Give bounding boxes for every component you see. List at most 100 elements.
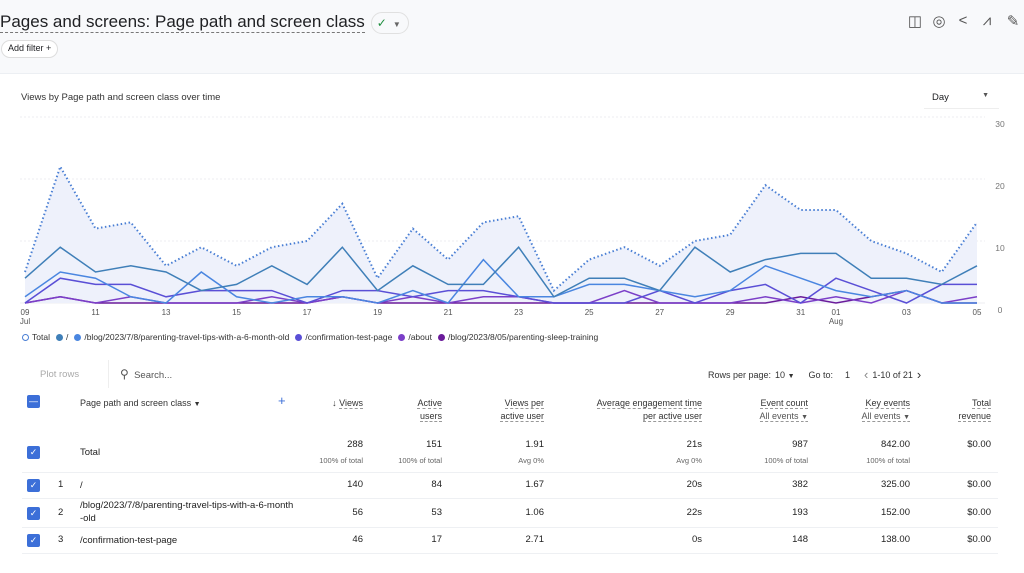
legend-item[interactable]: /blog/2023/8/05/parenting-sleep-training xyxy=(437,332,599,342)
go-to-input[interactable]: 1 xyxy=(845,369,851,380)
event-count-header[interactable]: Event count All events ▼ xyxy=(759,397,808,424)
x-tick-label: 17 xyxy=(303,308,312,317)
legend-label: /blog/2023/8/05/parenting-sleep-training xyxy=(447,332,599,342)
plot-rows-button[interactable]: Plot rows xyxy=(40,369,80,380)
total-rev: $0.00 xyxy=(967,439,991,450)
event-filter-dropdown[interactable]: All events ▼ xyxy=(759,411,808,422)
row-users: 53 xyxy=(431,506,442,518)
row-checkbox[interactable]: ✓ xyxy=(27,479,40,492)
total-aet-sub: Avg 0% xyxy=(676,456,702,465)
header-line1: Active xyxy=(417,398,442,409)
row-page-path[interactable]: / xyxy=(80,480,83,491)
add-dimension-button[interactable]: + xyxy=(278,393,286,408)
legend-item[interactable]: / xyxy=(55,332,69,342)
row-checkbox[interactable]: ✓ xyxy=(27,534,40,547)
table-row[interactable] xyxy=(22,498,998,527)
row-key: 152.00 xyxy=(880,506,910,518)
caret-down-icon: ▼ xyxy=(801,414,808,422)
divider xyxy=(108,360,109,388)
table-row[interactable] xyxy=(22,553,998,561)
granularity-dropdown[interactable]: Day ▼ xyxy=(924,84,999,109)
total-users: 151 xyxy=(426,439,442,450)
views-label: Views xyxy=(339,398,363,409)
total-users-sub: 100% of total xyxy=(398,456,442,465)
header-line2: revenue xyxy=(958,411,991,422)
header-line2: per active user xyxy=(642,411,702,422)
total-vpu-sub: Avg 0% xyxy=(518,456,544,465)
go-to-label: Go to: xyxy=(808,369,834,380)
x-tick-month: Jul xyxy=(20,317,30,326)
revenue-header[interactable]: Total revenue xyxy=(958,397,991,423)
rows-per-page-select[interactable]: 10 ▼ xyxy=(775,370,794,380)
search-input[interactable]: ⚲ Search... xyxy=(120,367,172,381)
share-icon[interactable]: < xyxy=(958,12,968,29)
legend-label: /confirmation-test-page xyxy=(305,332,393,342)
legend-label: / xyxy=(65,332,69,342)
row-rev: $0.00 xyxy=(967,506,991,518)
y-tick-label: 0 xyxy=(998,305,1003,315)
key-events-filter-dropdown[interactable]: All events ▼ xyxy=(861,411,910,422)
legend-swatch xyxy=(437,334,445,341)
row-users: 84 xyxy=(431,479,442,490)
select-all-checkbox[interactable]: — xyxy=(27,395,40,408)
row-views: 140 xyxy=(347,479,363,490)
views-per-user-header[interactable]: Views per active user xyxy=(500,397,544,423)
x-tick-label: 11 xyxy=(91,308,100,317)
legend-item[interactable]: /about xyxy=(398,332,432,342)
table-row[interactable] xyxy=(22,527,998,553)
engagement-time-header[interactable]: Average engagement time per active user xyxy=(596,397,702,423)
title-bar: Pages and screens: Page path and screen … xyxy=(0,12,409,34)
series-line-blog-2023-7-8-parenting-travel-tips-with-a-6-month-old xyxy=(24,258,977,304)
caret-down-icon: ▼ xyxy=(193,401,201,408)
x-tick-label: 19 xyxy=(373,308,382,317)
total-aet: 21s xyxy=(686,439,702,450)
insights-icon[interactable]: ◎ xyxy=(932,13,946,30)
x-tick-label: 01 xyxy=(832,308,841,317)
row-events: 382 xyxy=(792,479,808,490)
legend-item[interactable]: /confirmation-test-page xyxy=(295,332,392,342)
plus-icon: + xyxy=(46,43,52,53)
legend-item[interactable]: Total xyxy=(22,332,50,342)
row-key: 325.00 xyxy=(880,479,910,490)
x-tick-label: 13 xyxy=(162,308,171,317)
header-line1: Total xyxy=(971,398,991,409)
add-filter-button[interactable]: Add filter + xyxy=(1,40,59,58)
key-events-header[interactable]: Key events All events ▼ xyxy=(861,397,910,424)
header-line1: Key events xyxy=(865,398,910,409)
total-views-sub: 100% of total xyxy=(319,456,363,465)
views-header[interactable]: ↓ Views xyxy=(332,397,363,410)
row-page-path[interactable]: /confirmation-test-page xyxy=(80,535,178,546)
compare-icon[interactable]: ◫ xyxy=(907,13,923,30)
total-checkbox[interactable]: ✓ xyxy=(27,446,40,459)
row-events: 148 xyxy=(792,534,808,545)
row-checkbox[interactable]: ✓ xyxy=(27,506,40,520)
status-dropdown[interactable]: ✓ ▼ xyxy=(370,12,409,34)
prev-page-icon[interactable]: ‹ xyxy=(864,367,869,382)
rows-per-page-label: Rows per page: xyxy=(708,369,772,380)
legend-swatch xyxy=(74,334,82,341)
legend-label: Total xyxy=(32,332,50,342)
next-page-icon[interactable]: › xyxy=(916,367,922,382)
total-label: Total xyxy=(80,447,101,458)
y-tick-label: 20 xyxy=(995,181,1005,191)
row-vpu: 1.06 xyxy=(525,506,545,518)
event-filter-value: All events xyxy=(759,411,799,422)
legend-item[interactable]: /blog/2023/7/8/parenting-travel-tips-wit… xyxy=(74,332,289,342)
rows-per-page-value: 10 xyxy=(775,369,786,380)
y-tick-label: 30 xyxy=(995,119,1005,129)
add-filter-label: Add filter xyxy=(8,43,44,53)
page-title[interactable]: Pages and screens: Page path and screen … xyxy=(0,12,365,33)
table-row[interactable] xyxy=(22,472,998,498)
row-users: 17 xyxy=(431,534,442,545)
row-vpu: 1.67 xyxy=(525,479,545,490)
edit-icon[interactable]: ✎ xyxy=(1006,13,1020,30)
total-events-sub: 100% of total xyxy=(764,456,808,465)
active-users-header[interactable]: Active users xyxy=(417,397,442,423)
x-tick-label: 05 xyxy=(973,308,982,317)
row-page-path[interactable]: /blog/2023/7/8/parenting-travel-tips-wit… xyxy=(80,500,294,524)
dimension-header[interactable]: Page path and screen class ▼ xyxy=(80,397,201,411)
row-number: 2 xyxy=(58,506,64,518)
trend-icon[interactable]: ⩘ xyxy=(982,12,992,29)
dimension-label: Page path and screen class xyxy=(80,398,192,408)
